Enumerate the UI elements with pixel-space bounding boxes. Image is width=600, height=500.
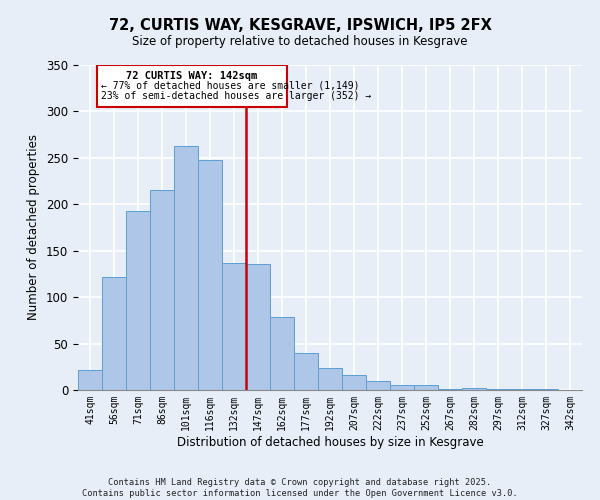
Bar (438, 389, 462, 390)
Text: 72 CURTIS WAY: 142sqm: 72 CURTIS WAY: 142sqm (127, 70, 257, 81)
Text: Contains HM Land Registry data © Crown copyright and database right 2025.
Contai: Contains HM Land Registry data © Crown c… (82, 478, 518, 498)
Bar (126, 211, 150, 390)
Bar (270, 316, 294, 390)
Bar (294, 353, 318, 390)
Bar (150, 190, 174, 390)
Bar (414, 386, 438, 390)
Bar (102, 276, 126, 390)
Bar (510, 389, 534, 390)
Bar (486, 389, 510, 390)
Bar (198, 160, 222, 390)
X-axis label: Distribution of detached houses by size in Kesgrave: Distribution of detached houses by size … (176, 436, 484, 448)
Text: 23% of semi-detached houses are larger (352) →: 23% of semi-detached houses are larger (… (101, 91, 371, 101)
Bar (78, 370, 102, 390)
FancyBboxPatch shape (97, 65, 287, 107)
Bar (174, 146, 198, 390)
Bar (462, 388, 486, 390)
Bar (366, 380, 390, 390)
Y-axis label: Number of detached properties: Number of detached properties (28, 134, 40, 320)
Text: 72, CURTIS WAY, KESGRAVE, IPSWICH, IP5 2FX: 72, CURTIS WAY, KESGRAVE, IPSWICH, IP5 2… (109, 18, 491, 32)
Bar (342, 375, 366, 390)
Text: ← 77% of detached houses are smaller (1,149): ← 77% of detached houses are smaller (1,… (101, 81, 359, 91)
Bar (390, 386, 414, 390)
Bar (534, 389, 558, 390)
Bar (318, 368, 342, 390)
Bar (222, 263, 246, 390)
Text: Size of property relative to detached houses in Kesgrave: Size of property relative to detached ho… (132, 35, 468, 48)
Bar (246, 264, 270, 390)
